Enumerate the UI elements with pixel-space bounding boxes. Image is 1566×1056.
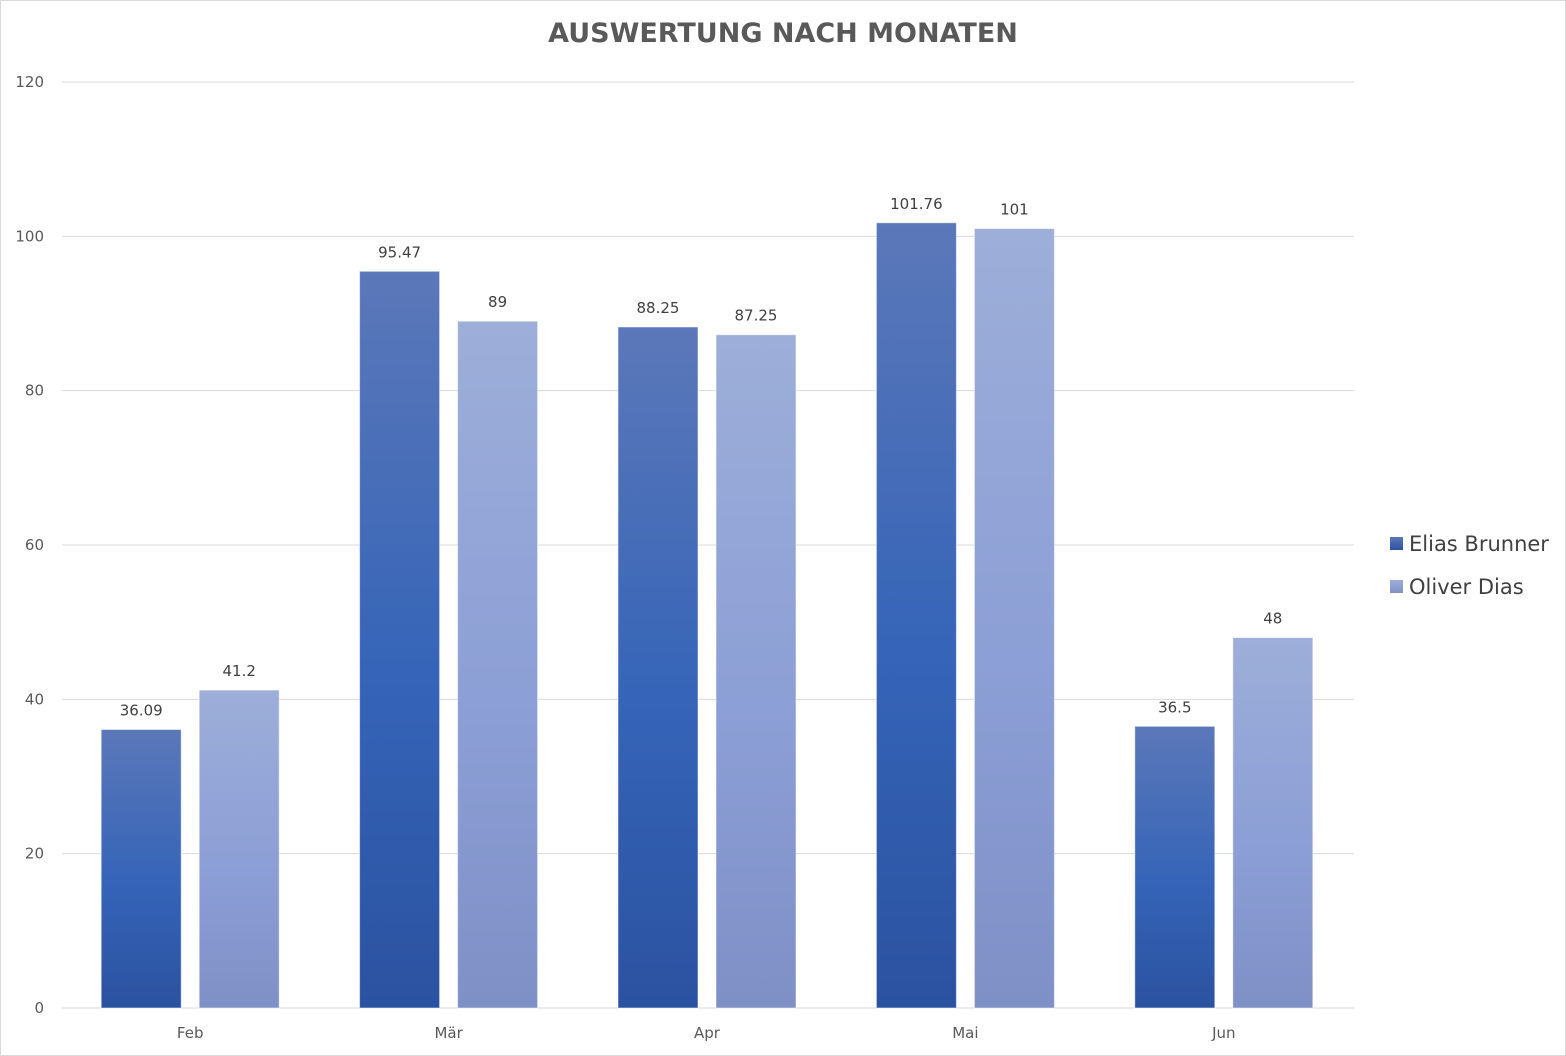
legend: Elias Brunner Oliver Dias [1390,522,1549,608]
bar [457,320,539,1009]
y-tick-label: 0 [34,999,44,1017]
legend-swatch [1390,580,1403,593]
data-label: 89 [488,293,507,311]
x-tick-label: Mär [434,1024,463,1042]
bar [617,326,699,1009]
bar [1232,637,1314,1009]
chart-title: AUSWERTUNG NACH MONATEN [548,18,1018,49]
legend-label: Elias Brunner [1409,531,1549,556]
y-tick-label: 40 [25,690,44,708]
bar [1134,725,1216,1009]
y-tick-label: 100 [15,227,44,245]
bar [100,729,182,1009]
legend-label: Oliver Dias [1409,574,1524,599]
bars [100,222,1314,1009]
data-labels: 36.09 41.2 95.47 89 88.25 87.25 101.76 101 36.5 4… [120,195,1283,720]
x-tick-label: Apr [694,1024,721,1042]
data-label: 95.47 [378,243,421,261]
data-label: 87.25 [735,307,778,325]
y-tick-label: 20 [25,845,44,863]
y-tick-label: 60 [25,536,44,554]
bar [198,689,280,1009]
legend-item: Elias Brunner [1390,522,1549,565]
bar [715,334,797,1009]
data-label: 36.5 [1158,698,1191,716]
bar [875,222,957,1009]
bar [973,228,1055,1009]
y-tick-label: 120 [15,73,44,91]
x-tick-label: Mai [952,1024,978,1042]
x-axis-ticks: Feb Mär Apr Mai Jun [177,1024,1236,1042]
y-axis-ticks: 0 20 40 60 80 100 120 [15,73,44,1017]
x-tick-label: Jun [1211,1024,1235,1042]
legend-item: Oliver Dias [1390,565,1549,608]
data-label: 88.25 [637,299,680,317]
y-tick-label: 80 [25,382,44,400]
bar [359,270,441,1009]
data-label: 36.09 [120,702,163,720]
data-label: 101 [1000,201,1029,219]
legend-swatch [1390,537,1403,550]
data-label: 41.2 [222,662,255,680]
data-label: 48 [1263,610,1282,628]
x-tick-label: Feb [177,1024,204,1042]
data-label: 101.76 [890,195,943,213]
